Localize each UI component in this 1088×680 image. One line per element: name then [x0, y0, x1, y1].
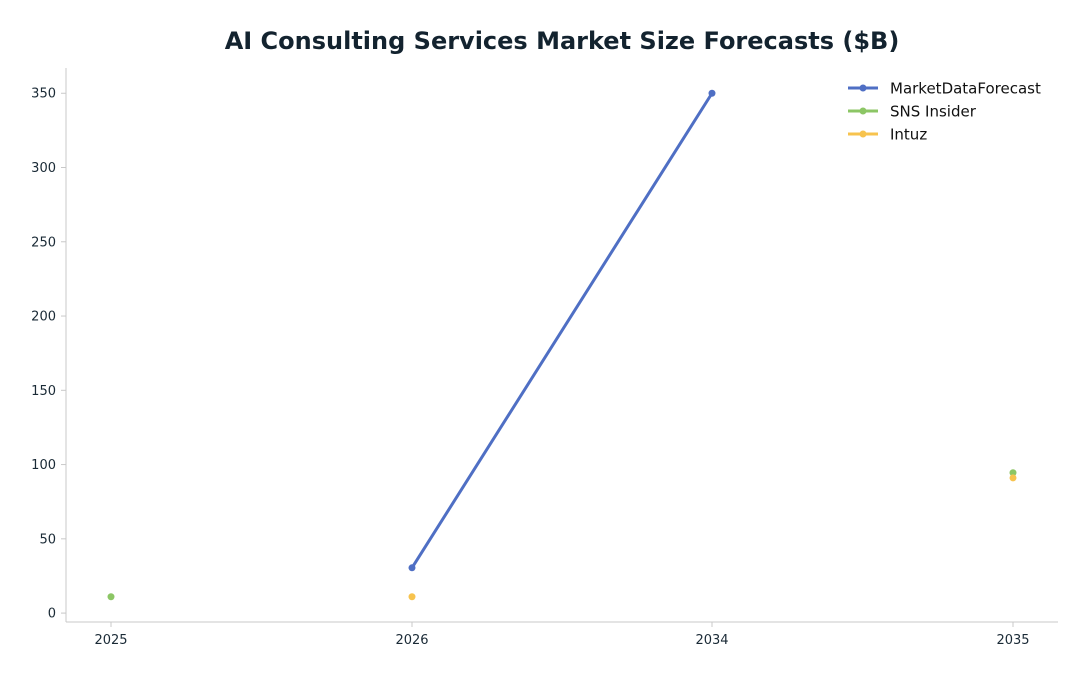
x-tick-label: 2026 [395, 633, 428, 648]
legend: MarketDataForecast SNS Insider Intuz [848, 80, 1041, 144]
y-tick-label: 100 [31, 458, 56, 473]
series-line [410, 91, 714, 570]
legend-item: Intuz [848, 126, 927, 144]
data-point [408, 564, 416, 572]
legend-label: MarketDataForecast [890, 80, 1041, 98]
x-tick-label: 2035 [996, 633, 1029, 648]
legend-swatch-marker [859, 130, 867, 138]
x-tick-label: 2034 [695, 633, 728, 648]
x-tick-label: 2025 [94, 633, 127, 648]
data-point [107, 593, 115, 601]
data-point [708, 89, 716, 97]
series-intuz [408, 474, 1017, 601]
legend-label: Intuz [890, 126, 927, 144]
chart-title: AI Consulting Services Market Size Forec… [225, 27, 900, 55]
y-tick-label: 0 [48, 607, 56, 622]
series-layer [107, 89, 1017, 601]
data-point [1009, 469, 1017, 477]
legend-swatch-marker [859, 84, 867, 92]
y-tick-label: 350 [31, 87, 56, 102]
legend-item: SNS Insider [848, 103, 977, 121]
y-tick-label: 250 [31, 235, 56, 250]
data-point [408, 593, 416, 601]
y-tick-label: 50 [39, 532, 56, 547]
y-tick-label: 300 [31, 161, 56, 176]
legend-item: MarketDataForecast [848, 80, 1041, 98]
y-ticks: 0 50 100 150 200 250 300 350 [31, 87, 66, 622]
y-tick-label: 200 [31, 310, 56, 325]
data-point [1009, 474, 1017, 482]
legend-label: SNS Insider [890, 103, 977, 121]
legend-swatch-marker [859, 107, 867, 115]
axes [65, 68, 1058, 623]
series-marketdataforecast [408, 89, 716, 572]
y-tick-label: 150 [31, 384, 56, 399]
x-ticks: 2025 2026 2034 2035 [94, 622, 1030, 648]
series-sns-insider [107, 469, 1017, 601]
